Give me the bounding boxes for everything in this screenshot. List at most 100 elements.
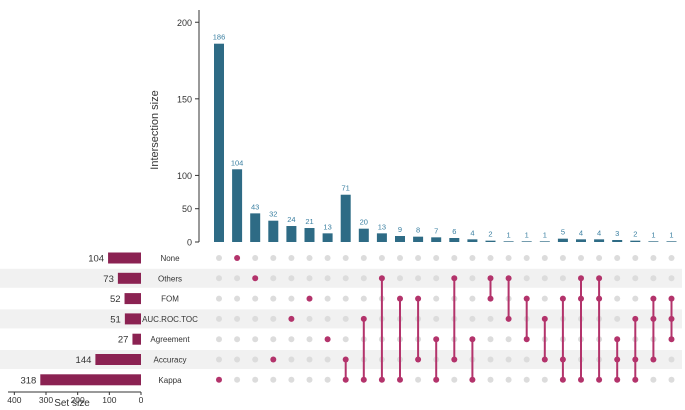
matrix-dot-inactive [469, 275, 476, 282]
matrix-dot-inactive [324, 295, 331, 302]
intersection-bar [594, 239, 605, 242]
matrix-dot-inactive [614, 315, 621, 322]
matrix-dot-active [523, 295, 530, 302]
matrix-dot-active [559, 376, 566, 383]
matrix-dot-active [288, 315, 295, 322]
matrix-dot-inactive [342, 255, 349, 261]
set-name-label: AUC.ROC.TOC [142, 315, 198, 324]
matrix-dot-inactive [342, 336, 349, 343]
intersection-bar-label: 13 [378, 222, 386, 231]
matrix-dot-inactive [650, 275, 657, 282]
matrix-dot-active [487, 275, 494, 282]
intersection-bar [503, 241, 514, 242]
matrix-dot-inactive [216, 315, 222, 322]
set-name-label: Kappa [158, 376, 182, 385]
intersection-bar-label: 24 [287, 215, 295, 224]
matrix-dot-inactive [487, 255, 494, 261]
matrix-dot-inactive [306, 336, 313, 343]
intersection-axis-tick-label: 100 [177, 171, 192, 181]
matrix-dot-inactive [252, 356, 259, 363]
matrix-dot-inactive [324, 315, 331, 322]
matrix-dot-inactive [306, 275, 313, 282]
matrix-dot-active [342, 376, 349, 383]
matrix-dot-inactive [596, 255, 603, 261]
matrix-dot-active [360, 315, 367, 322]
matrix-dot-inactive [216, 336, 222, 343]
matrix-dot-inactive [360, 295, 367, 302]
matrix-dot-inactive [487, 376, 494, 383]
matrix-dot-inactive [252, 376, 259, 383]
matrix-dot-inactive [469, 255, 476, 261]
set-name-label: FOM [161, 295, 179, 304]
matrix-dot-active [650, 356, 657, 363]
matrix-dot-inactive [523, 255, 530, 261]
matrix-dot-active [306, 295, 313, 302]
intersection-bar-label: 186 [213, 33, 226, 42]
matrix-dot-inactive [306, 376, 313, 383]
set-size-label: 73 [103, 274, 114, 285]
matrix-dot-inactive [632, 275, 639, 282]
intersection-bar [304, 228, 315, 242]
matrix-dot-inactive [451, 255, 458, 261]
matrix-dot-inactive [360, 255, 367, 261]
matrix-dot-active [397, 376, 403, 383]
matrix-dot-active [487, 295, 494, 302]
matrix-dot-inactive [324, 255, 331, 261]
matrix-dot-active [216, 376, 222, 383]
matrix-dot-inactive [433, 275, 440, 282]
set-size-label: 104 [88, 254, 104, 265]
matrix-dot-active [234, 255, 241, 261]
matrix-dot-active [668, 336, 675, 343]
intersection-bar [539, 241, 550, 242]
matrix-dot-active [596, 376, 603, 383]
intersection-bar-label: 4 [470, 228, 474, 237]
intersection-size-axis-title: Intersection size [149, 90, 161, 169]
intersection-bar-label: 20 [360, 218, 368, 227]
matrix-dot-inactive [541, 275, 548, 282]
intersection-bar-label: 4 [579, 228, 583, 237]
intersection-bar-label: 6 [452, 227, 456, 236]
matrix-dot-inactive [306, 356, 313, 363]
matrix-dot-inactive [324, 376, 331, 383]
matrix-dot-inactive [650, 376, 657, 383]
intersection-bar-label: 3 [615, 229, 619, 238]
matrix-dot-active [650, 295, 657, 302]
row-stripe-auc-roc-toc [0, 309, 682, 329]
intersection-bar-label: 4 [597, 228, 601, 237]
matrix-dot-inactive [252, 255, 259, 261]
matrix-dot-inactive [216, 295, 222, 302]
set-size-bar [132, 333, 141, 345]
membership-matrix [216, 255, 675, 383]
matrix-dot-inactive [559, 255, 566, 261]
intersection-bar-label: 2 [633, 230, 637, 239]
intersection-bar-label: 7 [434, 226, 438, 235]
intersection-bar-label: 1 [669, 230, 673, 239]
matrix-dot-active [415, 295, 422, 302]
matrix-dot-inactive [469, 315, 476, 322]
intersection-bar [322, 233, 333, 242]
matrix-dot-inactive [234, 376, 241, 383]
intersection-bar [395, 236, 405, 242]
matrix-dot-inactive [270, 376, 277, 383]
matrix-dot-inactive [487, 315, 494, 322]
matrix-dot-active [632, 376, 639, 383]
matrix-dot-inactive [433, 315, 440, 322]
matrix-dot-active [596, 275, 603, 282]
set-name-label: Others [158, 274, 182, 283]
matrix-dot-inactive [234, 356, 241, 363]
matrix-dot-inactive [668, 255, 675, 261]
intersection-bar-label: 21 [305, 217, 313, 226]
matrix-dot-active [541, 315, 548, 322]
matrix-dot-active [378, 376, 385, 383]
matrix-dot-inactive [415, 255, 422, 261]
matrix-dot-inactive [541, 295, 548, 302]
matrix-dot-active [342, 356, 349, 363]
matrix-dot-active [451, 275, 458, 282]
matrix-dot-inactive [234, 295, 241, 302]
matrix-dot-active [578, 376, 584, 383]
matrix-dot-inactive [505, 255, 512, 261]
intersection-bar-label: 1 [507, 230, 511, 239]
matrix-dot-active [451, 356, 458, 363]
